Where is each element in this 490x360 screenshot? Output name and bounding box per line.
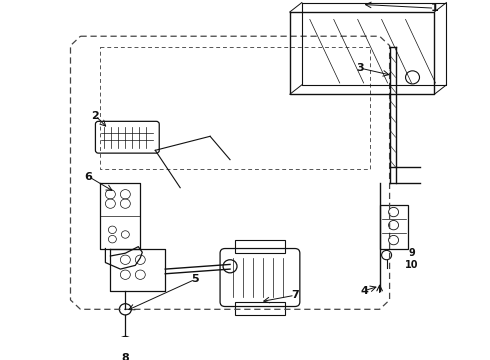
Text: 5: 5 bbox=[191, 274, 199, 284]
Text: 8: 8 bbox=[122, 353, 129, 360]
Bar bbox=[235, 240, 285, 253]
Text: 4: 4 bbox=[361, 285, 368, 296]
Text: 3: 3 bbox=[356, 63, 364, 73]
Bar bbox=[235, 302, 285, 315]
Text: 7: 7 bbox=[291, 290, 299, 300]
Text: 6: 6 bbox=[84, 171, 93, 181]
Bar bbox=[380, 204, 408, 249]
Text: 1: 1 bbox=[431, 3, 439, 13]
Text: 9: 9 bbox=[408, 248, 415, 258]
Text: 10: 10 bbox=[405, 260, 418, 270]
Text: 2: 2 bbox=[92, 111, 99, 121]
